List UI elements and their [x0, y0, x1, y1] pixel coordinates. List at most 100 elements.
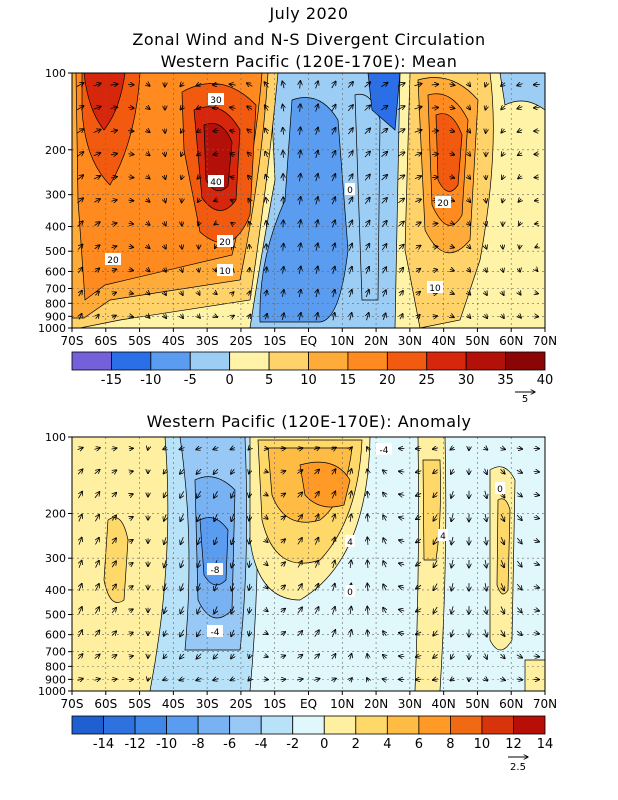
wind-vector-arrow	[77, 244, 83, 250]
wind-vector-arrow	[349, 447, 352, 450]
contour-label: 20	[435, 196, 451, 209]
wind-vector-arrow	[229, 84, 236, 85]
wind-vector-arrow	[332, 654, 336, 660]
wind-vector-arrow	[533, 517, 540, 519]
wind-vector-arrow	[367, 583, 368, 592]
wind-vector-arrow	[164, 245, 166, 249]
colorbar-swatch	[505, 351, 546, 371]
wind-vector-arrow	[367, 514, 368, 522]
wind-vector-arrow	[112, 492, 117, 497]
x-tick-label: 70S	[61, 697, 84, 711]
wind-vector-arrow	[247, 106, 253, 109]
x-tick-label: 10N	[330, 697, 354, 711]
wind-vector-arrow	[146, 292, 150, 295]
x-tick-label: 30N	[398, 697, 422, 711]
wind-vector-arrow	[164, 560, 166, 568]
wind-vector-arrow	[214, 200, 218, 202]
wind-vector-arrow	[450, 678, 454, 681]
wind-vector-arrow	[111, 679, 117, 680]
wind-vector-arrow	[432, 177, 438, 178]
wind-vector-arrow	[79, 583, 82, 591]
y-tick-label: 800	[45, 660, 66, 673]
wind-vector-arrow	[164, 198, 166, 203]
wind-vector-arrow	[300, 150, 301, 159]
wind-vector-arrow	[433, 630, 437, 636]
wind-vector-arrow	[383, 267, 387, 274]
wind-vector-arrow	[450, 223, 455, 225]
wind-vector-arrow	[180, 514, 183, 521]
y-tick-label: 300	[45, 552, 66, 565]
wind-vector-arrow	[231, 468, 235, 474]
wind-vector-arrow	[348, 128, 353, 135]
wind-vector-arrow	[231, 536, 233, 545]
wind-vector-arrow	[94, 679, 100, 681]
wind-vector-arrow	[111, 470, 117, 473]
wind-vector-arrow	[231, 583, 233, 591]
wind-vector-arrow	[181, 129, 184, 133]
wind-vector-arrow	[518, 176, 522, 179]
wind-vector-arrow	[196, 468, 202, 474]
wind-vector-arrow	[399, 517, 405, 519]
wind-vector-arrow	[280, 448, 286, 449]
reference-vector: 5	[515, 392, 535, 405]
wind-vector-arrow	[533, 494, 540, 495]
colorbar-label: -6	[223, 737, 236, 752]
contour-label-text: 40	[210, 178, 222, 188]
wind-vector-arrow	[485, 268, 487, 272]
wind-vector-arrow	[96, 537, 100, 545]
wind-vector-arrow	[316, 266, 318, 275]
wind-vector-arrow	[146, 129, 150, 132]
contour-region	[299, 461, 351, 508]
wind-vector-arrow	[485, 583, 487, 591]
colorbar-swatch	[513, 715, 546, 735]
wind-vector-arrow	[499, 448, 505, 450]
wind-vector-arrow	[249, 560, 250, 568]
wind-vector-arrow	[93, 176, 101, 179]
wind-vector-arrow	[297, 607, 303, 614]
wind-vector-arrow	[215, 268, 216, 271]
colorbar-swatch	[260, 715, 294, 735]
wind-vector-arrow	[264, 448, 268, 449]
wind-vector-arrow	[467, 291, 470, 295]
vector-field	[76, 81, 540, 321]
wind-vector-arrow	[179, 448, 185, 450]
wind-vector-arrow	[129, 540, 133, 543]
wind-vector-arrow	[181, 245, 182, 250]
wind-vector-arrow	[112, 538, 116, 545]
wind-vector-arrow	[432, 270, 438, 271]
wind-vector-arrow	[197, 583, 200, 590]
wind-vector-arrow	[78, 267, 82, 274]
wind-vector-arrow	[383, 607, 386, 614]
wind-vector-arrow	[367, 560, 368, 569]
colorbar-label: 5	[265, 373, 273, 388]
wind-vector-arrow	[313, 679, 320, 681]
wind-vector-arrow	[180, 491, 184, 498]
wind-vector-arrow	[517, 107, 523, 109]
colorbar-label: -10	[140, 373, 161, 388]
wind-vector-arrow	[76, 152, 84, 157]
wind-vector-arrow	[400, 291, 404, 297]
colorbar-label: 4	[383, 737, 391, 752]
wind-vector-arrow	[516, 631, 522, 635]
wind-vector-arrow	[214, 491, 218, 498]
y-tick-label: 800	[45, 297, 66, 310]
wind-vector-arrow	[249, 491, 250, 497]
wind-vector-arrow	[451, 606, 453, 614]
wind-vector-arrow	[180, 468, 185, 474]
colorbar-label: 40	[537, 373, 554, 388]
colorbar-label: -5	[184, 373, 197, 388]
wind-vector-arrow	[280, 679, 286, 680]
x-tick-label: 40S	[162, 334, 185, 348]
colorbar-label: 8	[446, 737, 454, 752]
colorbar-label: -4	[255, 737, 268, 752]
x-tick-label: 10N	[330, 334, 354, 348]
colorbar-label: 0	[226, 373, 234, 388]
wind-vector-arrow	[415, 222, 421, 225]
wind-vector-arrow	[381, 152, 387, 158]
contour-label-text: 10	[219, 267, 231, 277]
colorbar-label: -12	[124, 737, 145, 752]
contour-label: -4	[207, 625, 223, 638]
wind-vector-arrow	[314, 469, 319, 475]
wind-vector-arrow	[180, 314, 183, 318]
